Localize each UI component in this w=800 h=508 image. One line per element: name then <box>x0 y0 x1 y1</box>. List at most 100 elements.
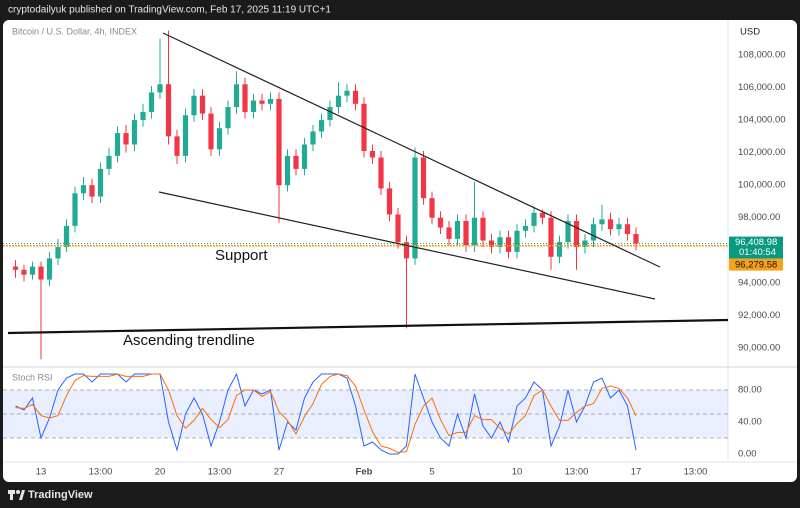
y-tick-label: 100,000.00 <box>738 180 786 191</box>
candle-body <box>386 188 393 215</box>
candle-body <box>480 217 486 241</box>
candle-body <box>335 95 342 108</box>
y-tick-label: 106,000.00 <box>738 82 786 93</box>
candle-body <box>259 100 265 104</box>
candle-body <box>114 133 121 156</box>
candle-body <box>471 217 478 246</box>
y-tick-label: 102,000.00 <box>738 147 786 158</box>
x-tick-label: 13:00 <box>565 467 589 478</box>
y-tick-label: 92,000.00 <box>738 310 780 321</box>
candle-body <box>97 168 104 197</box>
countdown: 01:40:54 <box>739 247 776 258</box>
wedge-upper-line <box>162 32 661 268</box>
candle-body <box>242 84 248 112</box>
candle-body <box>352 90 359 104</box>
candle-body <box>378 157 384 189</box>
y-tick-label: 0.00 <box>738 449 757 460</box>
indicator-line <box>15 372 637 455</box>
reference-price-tag <box>729 258 783 271</box>
candle-body <box>250 100 257 112</box>
candle-body <box>148 92 155 112</box>
candle-body <box>599 219 605 225</box>
candle-body <box>301 144 308 169</box>
footer-logo <box>8 490 25 500</box>
candle-body <box>429 198 435 218</box>
candle-body <box>174 136 180 156</box>
candle-body <box>344 90 350 96</box>
candle-body <box>72 193 78 226</box>
plot: 13 13:00 20 13:00 27 Feb 5 10 13:00 17 13:00 90,000… <box>3 30 786 478</box>
candle-body <box>293 155 299 169</box>
candle-body <box>233 84 240 108</box>
symbol-title: Bitcoin / U.S. Dollar, 4h, INDEX <box>12 26 137 36</box>
x-tick-label: 20 <box>155 467 166 478</box>
y-tick-label: 80.00 <box>738 385 762 396</box>
candle-body <box>412 157 418 259</box>
candle-body <box>182 115 189 156</box>
candle-body <box>310 131 316 145</box>
candle-body <box>276 98 282 186</box>
x-tick-label: 27 <box>274 467 285 478</box>
candle-body <box>556 242 563 257</box>
x-tick-label: 13:00 <box>684 467 708 478</box>
support-label: Support <box>215 247 268 264</box>
y-tick-label: 90,000.00 <box>738 342 780 353</box>
y-tick-label: 94,000.00 <box>738 277 780 288</box>
candle-body <box>633 233 639 244</box>
candle-body <box>488 240 495 248</box>
candle-body <box>284 155 291 186</box>
candle-body <box>395 214 401 243</box>
candle-body <box>369 151 376 158</box>
header-text: cryptodailyuk published on TradingView.c… <box>8 5 331 16</box>
candle-body <box>199 95 206 114</box>
indicator-title: Stoch RSI <box>12 372 53 382</box>
candle-body <box>505 237 512 252</box>
candle-body <box>267 98 274 104</box>
wedge-lower-line <box>158 191 656 300</box>
candle-body <box>318 120 325 132</box>
candle-body <box>497 237 503 248</box>
candle-body <box>454 220 461 239</box>
y-tick-label: 108,000.00 <box>738 50 786 61</box>
candle-body <box>123 133 129 145</box>
candle-body <box>573 220 580 248</box>
candle-body <box>55 247 61 259</box>
candle-body <box>157 84 163 93</box>
trendline-label: Ascending trendline <box>123 332 255 349</box>
candle-body <box>624 224 631 234</box>
candle-body <box>106 155 112 169</box>
candle-body <box>38 266 44 280</box>
candle-body <box>216 128 223 150</box>
candle-body <box>522 225 529 231</box>
candle-body <box>21 269 27 275</box>
candle-body <box>80 185 87 194</box>
ascending-trendline <box>7 318 729 335</box>
candle-body <box>446 227 452 239</box>
candle-body <box>590 224 597 241</box>
candle-body <box>420 157 427 199</box>
candle-body <box>565 220 571 243</box>
candle-body <box>437 217 444 228</box>
y-tick-label: 104,000.00 <box>738 115 786 126</box>
candle-body <box>131 120 138 145</box>
candle-body <box>514 230 520 252</box>
x-tick-label: Feb <box>356 467 373 478</box>
candle-body <box>463 220 469 246</box>
x-tick-label: 5 <box>429 467 434 478</box>
candle-body <box>327 107 333 121</box>
x-tick-label: 17 <box>631 467 642 478</box>
candle-body <box>208 113 214 150</box>
candle-body <box>12 266 19 270</box>
currency: USD <box>740 27 760 38</box>
y-tick-label: 98,000.00 <box>738 212 780 223</box>
x-tick-label: 13:00 <box>208 467 232 478</box>
footer-brand: TradingView <box>28 489 93 501</box>
candle-body <box>29 266 36 275</box>
x-tick-label: 10 <box>512 467 523 478</box>
candle-body <box>46 258 53 280</box>
candle-body <box>403 242 410 259</box>
candle-body <box>531 212 537 226</box>
x-tick-label: 13 <box>36 467 47 478</box>
